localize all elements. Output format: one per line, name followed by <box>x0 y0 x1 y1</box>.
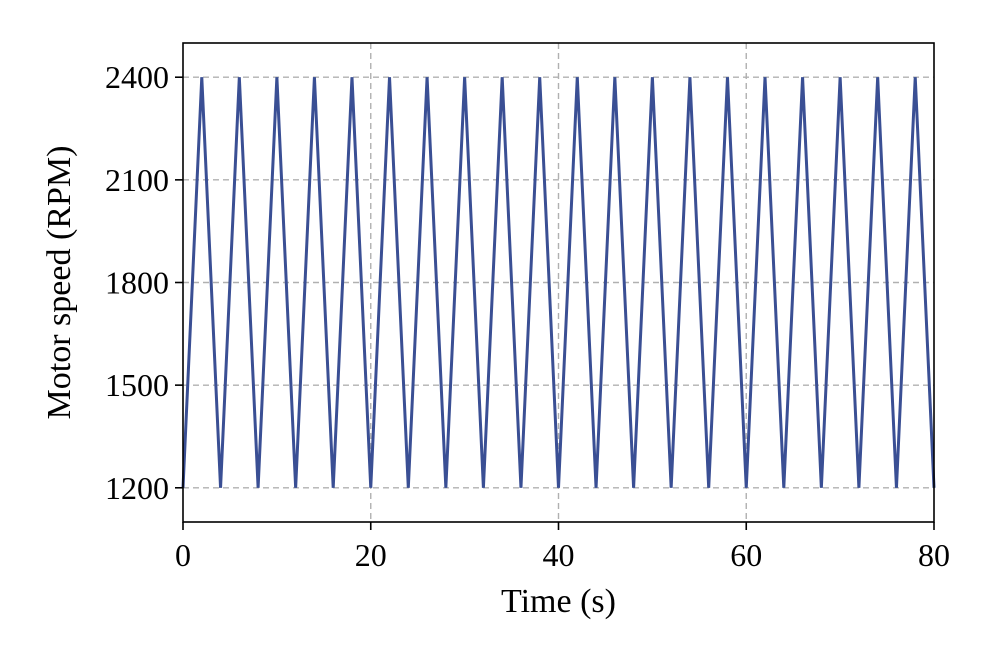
y-tick-label: 1200 <box>105 470 169 506</box>
y-tick-label: 1800 <box>105 265 169 301</box>
y-tick-label: 1500 <box>105 367 169 403</box>
series-line-0 <box>181 77 936 488</box>
x-tick-label: 80 <box>918 537 950 573</box>
series-layer <box>181 77 936 488</box>
y-tick-label: 2100 <box>105 162 169 198</box>
x-tick-label: 60 <box>730 537 762 573</box>
x-tick-label: 0 <box>175 537 191 573</box>
x-axis-label: Time (s) <box>501 583 616 620</box>
x-tick-label: 40 <box>543 537 575 573</box>
grid <box>183 43 934 522</box>
x-tick-label: 20 <box>355 537 387 573</box>
ticks: 0 20 40 60 80 1200 1500 1800 2100 2400 <box>105 59 950 573</box>
y-axis-label: Motor speed (RPM) <box>41 146 78 420</box>
y-tick-label: 2400 <box>105 59 169 95</box>
